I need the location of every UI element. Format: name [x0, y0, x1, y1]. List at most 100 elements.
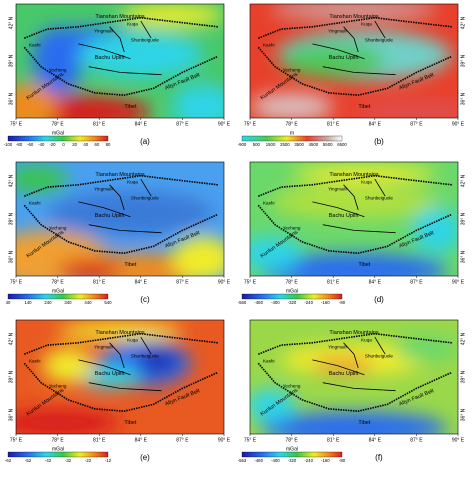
map-label: Tianshan Mountains [95, 14, 145, 20]
map-label: Shunbeiguole [365, 38, 394, 43]
field-blob [172, 83, 224, 118]
colorbar-tick-label: 140 [24, 300, 32, 305]
x-tick-label: 90° E [452, 121, 465, 127]
x-tick-label: 87° E [410, 121, 423, 127]
map-label: Tibet [124, 104, 136, 110]
fault [374, 336, 386, 355]
field-blob [270, 184, 438, 219]
y-tick-label: 42° N [8, 332, 14, 345]
basin-boundary [257, 362, 453, 413]
colorbar-tick-label: -32 [65, 458, 72, 463]
field-blob [172, 236, 224, 276]
x-tick-label: 81° E [93, 437, 106, 443]
field-blob [412, 207, 458, 254]
map-label: Yingmaili [94, 29, 112, 34]
colorbar-tick-label: 40 [83, 142, 88, 147]
y-tick-label: 39° N [8, 212, 14, 225]
colorbar-tick-label: -80 [16, 142, 23, 147]
panel-label: (f) [375, 453, 383, 462]
x-tick-label: 87° E [410, 437, 423, 443]
field-blob [16, 408, 120, 434]
y-tick-label: 42° N [8, 174, 14, 187]
map-frame [249, 161, 459, 277]
fault [78, 43, 131, 60]
x-tick-label: 81° E [327, 279, 340, 285]
y-tick-label: 42° N [460, 332, 466, 345]
x-tick-label: 78° E [51, 437, 64, 443]
x-tick-label: 84° E [135, 121, 148, 127]
y-tick-label: 36° N [460, 408, 466, 421]
map-label: Tibet [358, 262, 370, 268]
colorbar-unit: mGal [286, 288, 298, 294]
x-tick-label: 75° E [244, 437, 257, 443]
map-label: Yecheng [49, 67, 67, 72]
y-tick-label: 36° N [8, 92, 14, 105]
panel-label: (b) [374, 137, 384, 146]
map-label: Yingmaili [94, 187, 112, 192]
fault [88, 382, 162, 392]
map-label: Kuqa [361, 22, 372, 27]
map-label: Bachu Uplift [329, 371, 359, 377]
x-tick-label: 78° E [285, 279, 298, 285]
x-tick-label: 81° E [327, 121, 340, 127]
colorbar-tick-label: -480 [254, 458, 263, 463]
colorbar-tick-label: 60 [94, 142, 99, 147]
map-frame [249, 319, 459, 435]
x-tick-label: 84° E [135, 279, 148, 285]
map-label: Kashi [263, 42, 275, 47]
x-tick-label: 78° E [51, 121, 64, 127]
map-label: Tibet [124, 262, 136, 268]
fault [374, 178, 386, 197]
colorbar-unit: mGal [286, 446, 298, 452]
y-tick-label: 42° N [460, 174, 466, 187]
map-label: Yingmaili [328, 187, 346, 192]
map-label: Kuqa [127, 180, 138, 185]
y-tick-label: 42° N [460, 16, 466, 29]
field-blob [136, 350, 179, 372]
map-label: Kashi [29, 358, 41, 363]
colorbar-unit: mGal [52, 446, 64, 452]
field-blob [312, 356, 375, 375]
x-tick-label: 81° E [93, 279, 106, 285]
map-label: Yecheng [283, 225, 301, 230]
colorbar-tick-label: 6500 [337, 142, 347, 147]
x-tick-label: 78° E [51, 279, 64, 285]
x-tick-label: 75° E [10, 121, 23, 127]
colorbar-tick-label: -160 [321, 458, 330, 463]
colorbar [7, 135, 109, 142]
colorbar-tick-label: -400 [271, 458, 280, 463]
colorbar-tick-label: -62 [5, 458, 12, 463]
map-label: Kashi [263, 358, 275, 363]
y-tick-label: 36° N [8, 250, 14, 263]
field-blob [16, 165, 68, 193]
map-label: Kuqa [127, 22, 138, 27]
x-tick-label: 78° E [285, 121, 298, 127]
fault [109, 184, 125, 211]
map-label: Shunbeiguole [131, 38, 160, 43]
basin-boundary [23, 362, 219, 413]
map-label: Yecheng [283, 383, 301, 388]
panel-label: (d) [374, 295, 384, 304]
colorbar-tick-label: -320 [288, 458, 297, 463]
field-blob [270, 4, 438, 19]
fault [374, 20, 386, 39]
fault [312, 201, 365, 218]
map-label: Tibet [124, 420, 136, 426]
colorbar-tick-label: 1500 [266, 142, 276, 147]
x-tick-label: 84° E [135, 437, 148, 443]
fault [343, 184, 359, 211]
map-label: Tibet [358, 420, 370, 426]
map-label: Bachu Uplift [95, 371, 125, 377]
field-blob [78, 365, 141, 389]
colorbar-tick-label: -42 [45, 458, 52, 463]
field-blob [395, 334, 458, 363]
x-tick-label: 75° E [244, 121, 257, 127]
colorbar-tick-label: -320 [288, 300, 297, 305]
map-label: Kashi [263, 200, 275, 205]
